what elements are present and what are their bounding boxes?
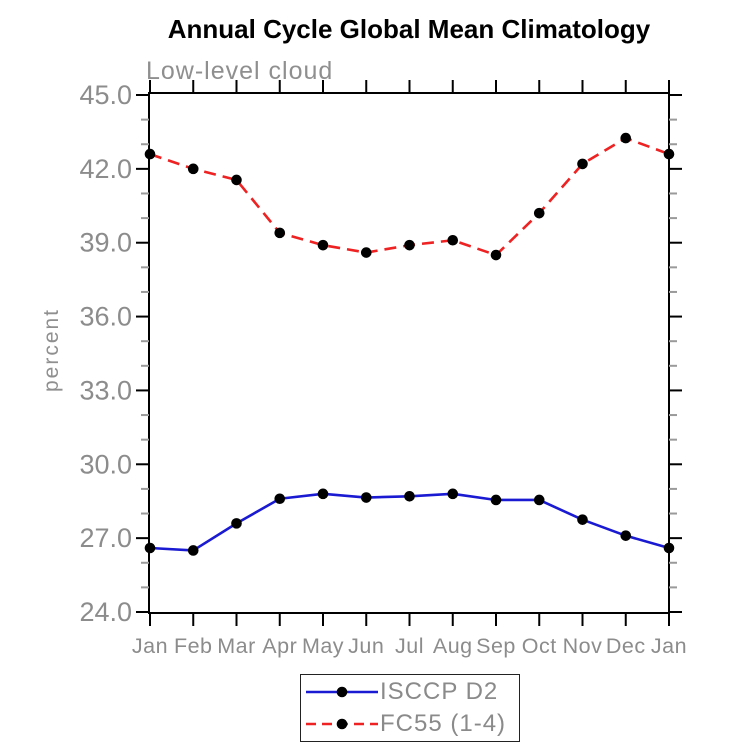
data-point-marker-isccp-d2 [317, 488, 329, 500]
data-point-marker-isccp-d2 [231, 518, 242, 529]
data-point-marker-fc55-1-4 [144, 148, 156, 160]
data-point-marker-isccp-d2 [404, 490, 415, 502]
data-point-marker-isccp-d2 [187, 545, 199, 556]
x-tick-label: Jul [395, 634, 424, 658]
x-tick-label: Nov [563, 634, 603, 658]
data-point-marker-isccp-d2 [533, 494, 545, 506]
y-tick-label: 39.0 [79, 228, 132, 258]
x-tick-label: Dec [606, 634, 646, 658]
data-point-marker-isccp-d2 [144, 542, 156, 554]
x-tick-label: May [302, 634, 344, 658]
chart-title: Annual Cycle Global Mean Climatology [167, 14, 651, 44]
series-line-fc55-1-4 [149, 136, 670, 257]
x-tick-label: Apr [262, 634, 297, 658]
data-point-marker-isccp-d2 [577, 514, 588, 525]
legend-label-isccp-d2: ISCCP D2 [380, 678, 499, 706]
chart-subtitle: Low-level cloud [146, 57, 334, 85]
data-point-marker-fc55-1-4 [404, 239, 415, 251]
data-point-marker-fc55-1-4 [490, 249, 502, 261]
data-point-marker-fc55-1-4 [360, 247, 372, 258]
data-point-marker-fc55-1-4 [533, 207, 545, 219]
x-tick-label: Jun [348, 634, 384, 658]
data-point-marker-fc55-1-4 [274, 227, 286, 239]
y-tick-label: 30.0 [79, 449, 132, 479]
x-tick-label: Oct [522, 634, 557, 658]
legend-dashed-line-icon [306, 718, 378, 729]
legend-entry-isccp-d2: ISCCP D2 [305, 678, 519, 706]
y-tick-label: 36.0 [79, 302, 132, 332]
data-point-marker-fc55-1-4 [231, 174, 242, 186]
y-tick-label: 33.0 [79, 375, 132, 405]
x-tick-label: Jan [132, 634, 168, 658]
legend-solid-line-icon [306, 687, 378, 698]
legend-label-fc55: FC55 (1-4) [380, 709, 507, 737]
x-tick-label: Aug [433, 634, 473, 658]
data-point-marker-isccp-d2 [490, 494, 502, 506]
x-tick-label: Sep [476, 634, 516, 658]
data-point-marker-isccp-d2 [274, 493, 286, 505]
y-tick-label: 45.0 [79, 80, 132, 110]
x-tick-label: Mar [217, 634, 256, 658]
series-line-isccp-d2 [149, 492, 670, 552]
data-point-marker-fc55-1-4 [577, 158, 588, 170]
y-tick-label: 27.0 [79, 523, 132, 553]
legend-entry-fc55: FC55 (1-4) [305, 710, 519, 738]
data-point-marker-fc55-1-4 [317, 239, 329, 251]
legend: ISCCP D2 FC55 (1-4) [300, 674, 520, 742]
data-point-marker-fc55-1-4 [447, 234, 459, 246]
y-tick-label: 42.0 [79, 154, 132, 184]
data-point-marker-fc55-1-4 [187, 163, 199, 175]
data-point-marker-fc55-1-4 [620, 132, 632, 144]
data-point-marker-isccp-d2 [620, 530, 632, 541]
y-tick-label: 24.0 [79, 597, 132, 627]
data-point-marker-isccp-d2 [360, 492, 372, 503]
x-tick-label: Feb [174, 634, 213, 658]
data-point-marker-isccp-d2 [663, 542, 675, 554]
data-point-marker-fc55-1-4 [663, 148, 675, 160]
x-tick-label: Jan [651, 634, 687, 658]
data-point-marker-isccp-d2 [447, 488, 459, 500]
plot-frame [148, 92, 670, 614]
